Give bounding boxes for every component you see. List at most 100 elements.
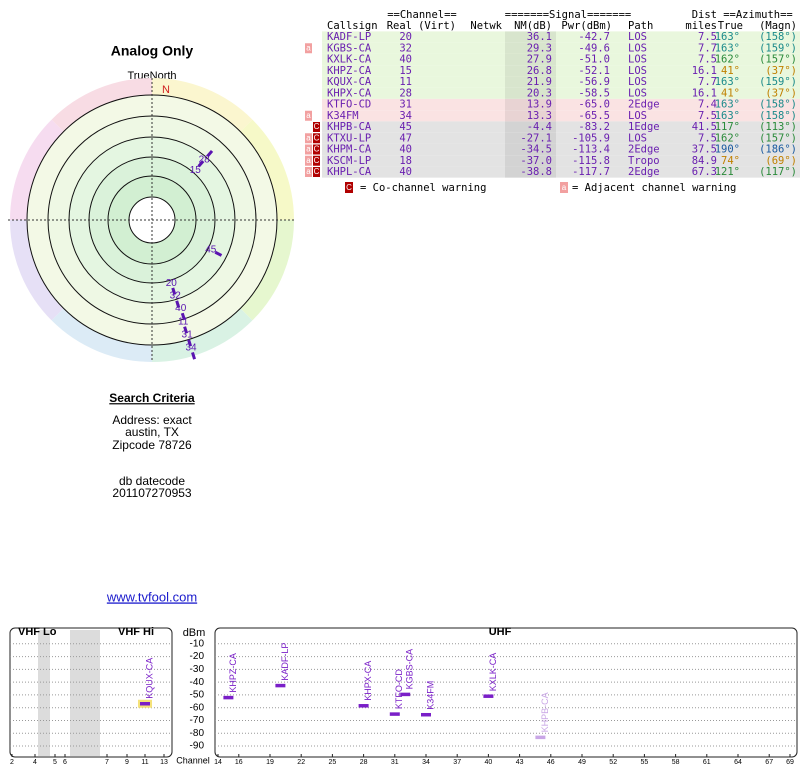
x-tick-label: 69	[786, 759, 794, 766]
table-cell: 40	[399, 166, 412, 178]
table-cell: -51.0	[578, 54, 610, 66]
table-cell: -4.4	[527, 121, 552, 133]
y-tick-label: -80	[190, 728, 205, 739]
table-cell: KHPZ-CA	[327, 65, 372, 77]
y-tick-label: -30	[190, 664, 205, 675]
table-cell: 163°	[715, 42, 740, 54]
table-cell: LOS	[628, 42, 647, 54]
warning-icon	[305, 43, 312, 54]
table-cell: 20	[399, 31, 412, 43]
x-tick-label: 7	[105, 759, 109, 766]
station-bearing	[180, 312, 186, 321]
table-cell: 36.1	[527, 31, 552, 43]
table-cell: 84.9	[692, 155, 717, 167]
station-bearing	[214, 250, 223, 257]
row-background	[322, 155, 800, 167]
table-cell: KHPB-CA	[327, 121, 372, 133]
table-cell: LOS	[628, 31, 647, 43]
table-cell: 74°	[721, 155, 740, 167]
station-label: KTFO-CD	[394, 669, 404, 709]
nm-column-shade	[505, 166, 556, 178]
north-marker: N	[162, 84, 170, 96]
row-background	[322, 31, 800, 43]
x-tick-label: 31	[391, 759, 399, 766]
search-line: austin, TX	[125, 425, 179, 439]
table-cell: KQUX-CA	[327, 76, 372, 88]
table-cell: (157°)	[759, 132, 797, 144]
warning-letter: a	[306, 133, 311, 142]
table-cell: -65.0	[578, 99, 610, 111]
table-cell: 26.8	[527, 65, 552, 77]
station-channel: 40	[175, 303, 187, 314]
table-cell: 117°	[715, 121, 740, 133]
station-label: KHPZ-CA	[228, 653, 238, 693]
table-cell: LOS	[628, 76, 647, 88]
table-cell: 2Edge	[628, 144, 660, 156]
x-tick-label: 49	[578, 759, 586, 766]
table-cell: -49.6	[578, 42, 610, 54]
warning-letter: C	[314, 122, 320, 131]
column-header: NM(dB)	[514, 20, 552, 32]
table-cell: KHPM-CA	[327, 144, 372, 156]
warning-icon	[305, 144, 312, 155]
table-cell: LOS	[628, 65, 647, 77]
station-channel: 32	[170, 291, 182, 302]
table-cell: 41°	[721, 87, 740, 99]
legend-icon-letter: C	[346, 183, 352, 192]
column-header: Pwr(dBm)	[561, 20, 612, 32]
station-channel: 28	[199, 155, 211, 166]
table-cell: 40	[399, 54, 412, 66]
table-cell: 7.4	[698, 99, 717, 111]
x-tick-label: 40	[485, 759, 493, 766]
table-cell: KTFO-CD	[327, 99, 371, 111]
warning-letter: a	[306, 167, 311, 176]
table-cell: K34FM	[327, 110, 359, 122]
column-header: Netwk	[470, 20, 502, 32]
table-cell: (158°)	[759, 110, 797, 122]
station-channel: 34	[185, 342, 197, 353]
station-bearing	[197, 160, 205, 168]
warning-icon	[313, 122, 320, 132]
table-cell: 7.7	[698, 42, 717, 54]
table-cell: 41.5	[692, 121, 717, 133]
station-label: KHPB-CA	[540, 692, 550, 732]
title: Analog Only	[111, 43, 194, 59]
station-bearing	[171, 287, 177, 296]
table-cell: 40	[399, 144, 412, 156]
y-tick-label: -40	[190, 677, 205, 688]
search-line: Zipcode 78726	[112, 438, 192, 452]
table-cell: 41°	[721, 65, 740, 77]
x-tick-label: 64	[734, 759, 742, 766]
warning-letter: C	[314, 156, 320, 165]
table-cell: -52.1	[578, 65, 610, 77]
x-tick-label: 13	[160, 759, 168, 766]
band-gap	[70, 630, 100, 756]
table-cell: -113.4	[572, 144, 610, 156]
table-cell: -105.9	[572, 132, 610, 144]
table-cell: KHPX-CA	[327, 87, 372, 99]
site-link[interactable]: www.tvfool.com	[106, 589, 197, 604]
station-label: KQUX-CA	[144, 658, 154, 699]
table-cell: 2Edge	[628, 166, 660, 178]
group-header: Dist	[692, 9, 717, 21]
warning-letter: a	[306, 43, 311, 52]
compass-band	[240, 220, 294, 321]
table-cell: KSCM-LP	[327, 155, 371, 167]
x-tick-label: 6	[63, 759, 67, 766]
row-background	[322, 143, 800, 156]
table-cell: 27.9	[527, 54, 552, 66]
row-background	[322, 87, 800, 99]
table-cell: (113°)	[759, 121, 797, 133]
legend-text: = Adjacent channel warning	[572, 182, 736, 194]
table-cell: 45	[399, 121, 412, 133]
y-tick-label: -60	[190, 702, 205, 713]
legend-icon-letter: a	[562, 183, 567, 192]
table-cell: 1Edge	[628, 121, 660, 133]
table-cell: (37°)	[765, 65, 797, 77]
column-header: Callsign	[327, 20, 378, 32]
table-cell: KADF-LP	[327, 31, 371, 43]
nm-column-shade	[505, 143, 556, 156]
compass-band	[10, 220, 64, 321]
